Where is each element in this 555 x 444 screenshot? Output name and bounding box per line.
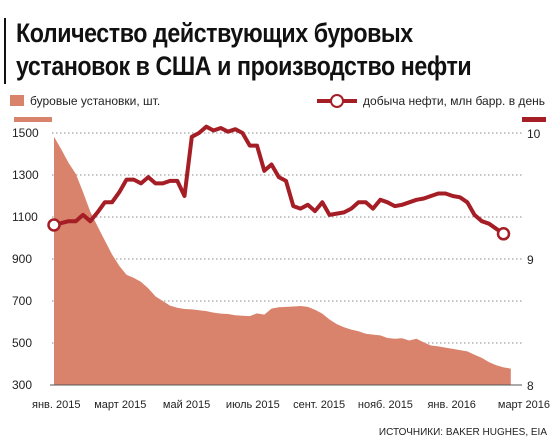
rigs-area [54,136,511,385]
x-tick-label: май 2015 [163,399,210,411]
left-tick-label: 900 [12,252,32,266]
oil-swatch [317,94,358,108]
left-tick-label: 1500 [12,126,39,140]
x-tick-label: янв. 2016 [427,399,475,411]
x-tick-label: янв. 2015 [32,399,80,411]
legend-oil: добыча нефти, млн барр. в день [317,94,545,110]
legend-rigs: буровые установки, шт. [10,94,160,110]
oil-end-marker [496,227,511,241]
left-axis-cap [14,117,52,122]
oil-production-line [52,124,506,236]
left-tick-label: 700 [12,294,32,308]
chart-title-line-2: установок в США и производство нефти [16,51,472,81]
x-tick-label: сент. 2015 [293,399,345,411]
oil-start-marker [47,218,61,232]
left-tick-label: 500 [12,336,32,350]
legend-rigs-label: буровые установки, шт. [30,94,161,108]
title-block: Количество действующих буровых установок… [4,18,526,84]
source-note: ИСТОЧНИКИ: BAKER HUGHES, EIA [378,427,547,438]
x-tick-label: март 2016 [498,399,550,411]
right-axis-cap [522,117,546,122]
axes-layer: 300 500 700 900 1100 1300 1500 8 9 10 янв. 2015 мар… [12,117,550,411]
x-tick-label: март 2015 [94,399,146,411]
left-tick-label: 300 [12,378,32,392]
rigs-area-layer [54,136,511,385]
right-tick-label: 9 [527,253,534,267]
x-tick-label: июль 2015 [226,399,280,411]
chart-title-line-1: Количество действующих буровых [16,18,413,48]
left-tick-label: 1100 [12,210,38,224]
right-tick-label: 8 [527,379,534,393]
x-tick-label: нояб. 2015 [358,399,413,411]
left-tick-label: 1300 [12,168,39,182]
rigs-swatch [10,95,24,106]
oil-line-layer [47,124,511,241]
right-tick-label: 10 [527,127,541,141]
legend-oil-label: добыча нефти, млн барр. в день [363,94,545,108]
